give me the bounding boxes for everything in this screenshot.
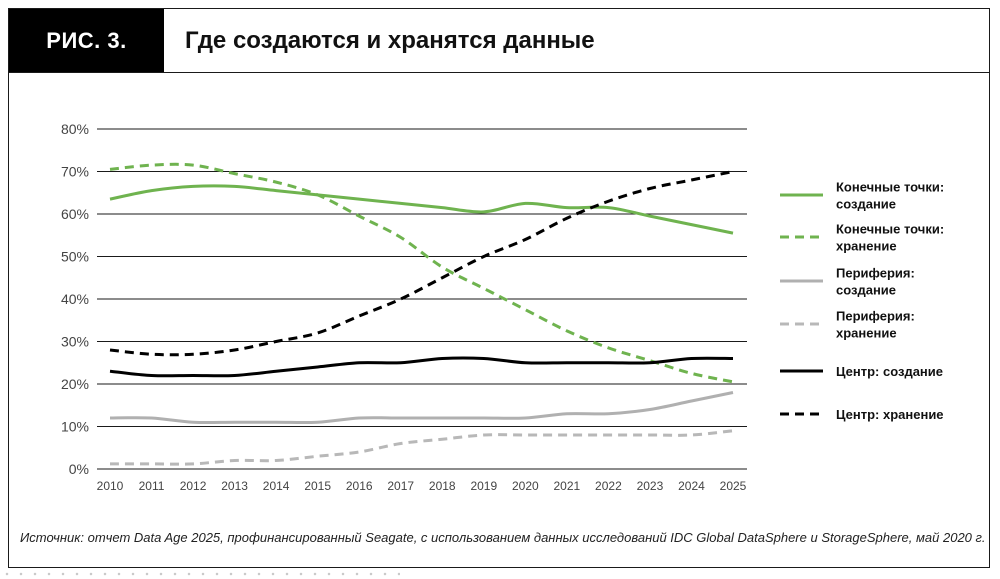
legend-label: Центр: создание	[836, 364, 943, 379]
y-tick-label: 10%	[61, 419, 89, 435]
series-lines	[109, 162, 734, 466]
x-tick-label: 2014	[263, 479, 290, 493]
x-tick-label: 2019	[470, 479, 497, 493]
y-tick-label: 50%	[61, 249, 89, 265]
y-tick-label: 40%	[61, 291, 89, 307]
legend-label: Периферия:	[836, 309, 915, 324]
decorative-dots	[0, 571, 400, 577]
legend-label: создание	[836, 197, 896, 212]
legend-label: Центр: хранение	[836, 407, 944, 422]
series-line-6	[109, 170, 734, 357]
x-tick-label: 2025	[720, 479, 747, 493]
x-tick-label: 2018	[429, 479, 456, 493]
legend-label: Конечные точки:	[836, 180, 944, 195]
series-line-5	[109, 356, 734, 378]
series-line-1	[109, 184, 734, 235]
series-line-3	[109, 391, 734, 425]
y-axis-ticks: 0% 10% 20% 30% 40% 50% 60% 70% 80%	[61, 121, 89, 477]
legend-label: Конечные точки:	[836, 222, 944, 237]
legend: Конечные точки: создание Конечные точки: хр…	[780, 180, 944, 422]
legend-label: хранение	[836, 239, 897, 254]
x-tick-label: 2021	[554, 479, 581, 493]
figure-frame: РИС. 3. Где создаются и хранятся данные	[8, 8, 990, 568]
x-tick-label: 2015	[304, 479, 331, 493]
figure-title: Где создаются и хранятся данные	[185, 27, 595, 54]
x-tick-label: 2013	[221, 479, 248, 493]
x-tick-label: 2012	[180, 479, 207, 493]
legend-label: создание	[836, 283, 896, 298]
x-tick-label: 2020	[512, 479, 539, 493]
x-tick-label: 2023	[637, 479, 664, 493]
series-line-2	[109, 162, 734, 384]
grid-lines	[97, 128, 747, 470]
x-tick-label: 2022	[595, 479, 622, 493]
y-tick-label: 0%	[69, 461, 89, 477]
x-tick-label: 2011	[139, 479, 165, 493]
x-tick-label: 2016	[346, 479, 373, 493]
x-axis-ticks: 2010 2011 2012 2013 2014 2015 2016 2017 2018 2019…	[97, 479, 747, 493]
x-tick-label: 2024	[678, 479, 705, 493]
figure-header: РИС. 3. Где создаются и хранятся данные	[9, 9, 989, 73]
figure-label: РИС. 3.	[9, 9, 164, 72]
legend-label: Периферия:	[836, 266, 915, 281]
x-tick-label: 2017	[387, 479, 414, 493]
y-tick-label: 20%	[61, 376, 89, 392]
x-tick-label: 2010	[97, 479, 124, 493]
y-tick-label: 70%	[61, 164, 89, 180]
y-tick-label: 80%	[61, 121, 89, 137]
y-tick-label: 60%	[61, 206, 89, 222]
source-note: Источник: отчет Data Age 2025, профинанс…	[20, 530, 986, 545]
y-tick-label: 30%	[61, 334, 89, 350]
legend-label: хранение	[836, 326, 897, 341]
series-line-4	[110, 429, 734, 466]
